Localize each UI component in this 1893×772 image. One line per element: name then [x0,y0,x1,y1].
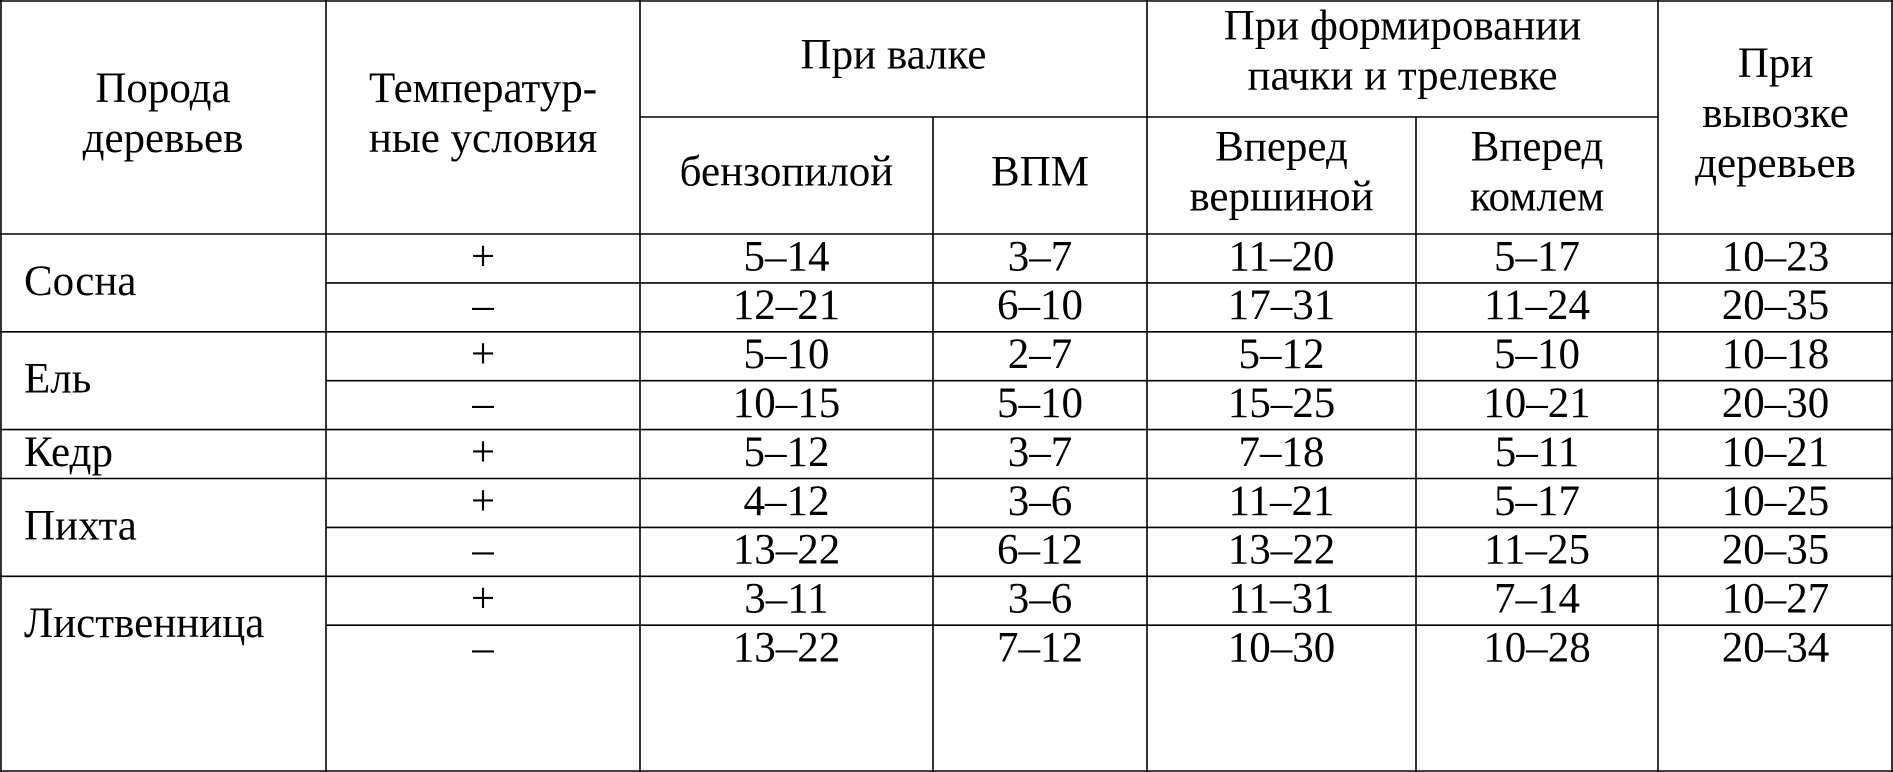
table-cell: + [471,429,495,476]
table-cell: 6–10 [997,282,1083,329]
table-cell: – [471,380,494,427]
table-cell: 13–22 [733,527,841,574]
table-cell: 11–21 [1229,478,1335,525]
table-cell: – [471,625,494,672]
header-cell: комлем [1470,173,1604,220]
species-cell: Ель [24,356,91,403]
table-cell: 5–10 [997,380,1083,427]
table-cell: 3–7 [1008,233,1073,280]
table-cell: 6–12 [997,527,1083,574]
header-cell: пачки и трелевке [1247,52,1557,99]
header-cell: ВПМ [991,148,1089,195]
header-cell: вывозке [1702,90,1849,137]
table-cell: 5–14 [744,233,830,280]
table-cell: 11–25 [1484,527,1590,574]
header-cell: вершиной [1189,173,1373,220]
header-cell: При [1738,40,1814,87]
table-cell: 10–21 [1722,429,1830,476]
table-cell: 2–7 [1008,331,1073,378]
table-cell: 10–23 [1722,233,1830,280]
table-cell: 20–34 [1722,625,1830,672]
header-cell: Температур- [369,65,597,112]
species-cell: Кедр [24,429,113,476]
species-cell: Пихта [24,502,137,549]
table-cell: 5–12 [744,429,830,476]
header-cell: При валке [801,31,987,78]
header-cell: Вперед [1215,123,1348,170]
table-cell: 5–12 [1239,331,1325,378]
table-cell: 10–18 [1722,331,1830,378]
header-cell: деревьев [83,115,244,162]
table-cell: 5–10 [744,331,830,378]
table-cell: 10–27 [1722,576,1830,623]
header-cell: При формировании [1224,2,1582,49]
header-cell: Вперед [1471,123,1604,170]
table-cell: 5–17 [1494,478,1580,525]
table-cell: 20–30 [1722,380,1830,427]
table-cell: + [471,331,495,378]
table-cell: 13–22 [1228,527,1336,574]
table-cell: 10–28 [1483,625,1591,672]
header-cell: ные условия [369,115,597,162]
table-cell: 20–35 [1722,527,1830,574]
header-cell: Порода [95,65,230,112]
table-cell: 15–25 [1228,380,1336,427]
table-cell: – [471,527,494,574]
table-cell: 11–20 [1229,233,1335,280]
table-cell: + [471,576,495,623]
table-cell: 7–14 [1494,576,1580,623]
table-cell: 10–25 [1722,478,1830,525]
table-cell: 13–22 [733,625,841,672]
table-cell: 11–24 [1484,282,1590,329]
table-cell: 7–18 [1239,429,1325,476]
table-cell: 4–12 [744,478,830,525]
table-cell: 3–6 [1008,576,1073,623]
table-cell: 10–21 [1483,380,1591,427]
table-cell: 3–11 [744,576,828,623]
table-cell: + [471,233,495,280]
table-cell: – [471,282,494,329]
table-cell: 20–35 [1722,282,1830,329]
table-cell: 10–30 [1228,625,1336,672]
table-cell: 3–7 [1008,429,1073,476]
table-cell: 7–12 [997,625,1083,672]
table-cell: 10–15 [733,380,841,427]
table-cell: 5–10 [1494,331,1580,378]
table-cell: 5–17 [1494,233,1580,280]
species-cell: Лиственница [24,600,264,647]
header-cell: деревьев [1695,140,1856,187]
table-cell: 5–11 [1495,429,1579,476]
table-cell: 11–31 [1229,576,1335,623]
table-cell: + [471,478,495,525]
table-cell: 17–31 [1228,282,1336,329]
species-cell: Сосна [24,258,136,305]
header-cell: бензопилой [680,148,894,195]
table-cell: 3–6 [1008,478,1073,525]
table-cell: 12–21 [733,282,841,329]
